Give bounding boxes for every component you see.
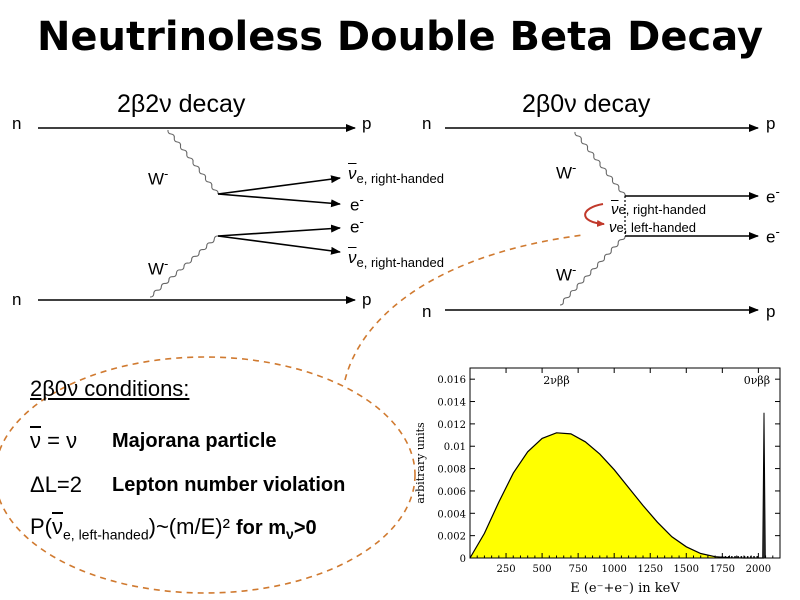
two-neutrino-spectrum-area [470,432,764,558]
x-tick-label: 2000 [746,564,771,575]
left-n-bottom-label: n [12,290,22,309]
dashed-connector-curve [344,234,584,381]
x-tick-label: 1500 [674,564,699,575]
tail-dot [746,555,749,558]
y-tick-label: 0.01 [444,442,466,453]
page-title: Neutrinoless Double Beta Decay [36,14,764,60]
left-top-w-boson [167,129,219,195]
left-antineutrino-label-2: νe, right-handed [348,248,444,271]
y-tick-label: 0.016 [437,375,466,386]
right-neutrino-right-handed-label: νe, right-handed [611,201,706,218]
left-electron-label-2: e- [350,214,364,237]
right-n-bottom-label: n [422,302,432,321]
conditions-header: 2β0ν conditions: [30,376,190,401]
condition-probability-formula: P(νe, left-handed)~(m/E)² for mν>0 [30,514,317,543]
zero-neutrino-annotation: 0νββ [744,374,770,387]
y-tick-label: 0.006 [437,487,466,498]
zero-neutrino-peak [762,412,766,559]
right-w-top-label: W- [556,160,577,183]
left-electron-label-1: e- [350,192,364,215]
tail-dot [740,555,743,558]
x-tick-label: 250 [496,564,515,575]
condition-delta-l-formula: ΔL=2 [30,472,83,497]
condition-majorana-formula: ν = ν [30,428,78,453]
left-p-bottom-label: p [362,290,372,309]
x-axis-label: E (e⁻+e⁻) in keV [570,581,680,596]
tail-dot [724,555,727,558]
y-tick-label: 0 [460,554,466,565]
tail-dot [756,555,759,558]
right-neutrino-left-handed-label: νe, left-handed [609,219,697,236]
y-tick-label: 0.014 [437,398,466,409]
right-p-top-label: p [766,114,776,133]
left-electron-line-2 [217,224,341,237]
left-w-bottom-label: W- [148,256,169,279]
right-top-w-boson [574,131,626,197]
x-tick-label: 750 [569,564,588,575]
right-diagram-title: 2β0ν decay [522,90,651,118]
left-bottom-w-boson [149,235,219,298]
chart-frame [469,367,781,559]
helicity-flip-arrow [584,203,605,227]
y-tick-label: 0.002 [437,532,466,543]
y-tick-label: 0.008 [437,465,466,476]
x-tick-label: 1000 [601,564,626,575]
y-axis-label: arbitrary units [414,422,427,504]
right-electron-label-1: e- [766,184,780,207]
left-antineutrino-line-1 [217,175,341,195]
left-antineutrino-line-2 [217,235,341,255]
tail-dot [753,555,755,558]
left-w-top-label: W- [148,166,169,189]
conditions-dashed-ellipse [0,356,416,594]
energy-spectrum-chart: 0 0.002 0.004 0.006 0.008 0.01 0.012 0.014 0.016… [414,367,781,596]
right-p-bottom-label: p [766,302,776,321]
x-tick-label: 1250 [638,564,663,575]
left-diagram-title: 2β2ν decay [117,90,246,118]
x-tick-label: 500 [533,564,552,575]
left-antineutrino-label-1: νe, right-handed [348,164,444,187]
right-electron-label-2: e- [766,224,780,247]
right-w-bottom-label: W- [556,262,577,285]
right-n-top-label: n [422,114,432,133]
left-electron-line-1 [217,193,341,208]
tail-dot [734,555,736,558]
left-p-top-label: p [362,114,372,133]
two-neutrino-annotation: 2νββ [543,374,569,387]
condition-lepton-violation-description: Lepton number violation [112,474,346,496]
y-tick-label: 0.012 [437,420,466,431]
right-bottom-w-boson [559,235,626,306]
tail-dot [730,555,733,558]
tail-dot [737,555,740,558]
x-tick-label: 1750 [710,564,735,575]
y-tick-label: 0.004 [437,509,466,520]
condition-majorana-description: Majorana particle [112,430,277,452]
left-n-top-label: n [12,114,22,133]
